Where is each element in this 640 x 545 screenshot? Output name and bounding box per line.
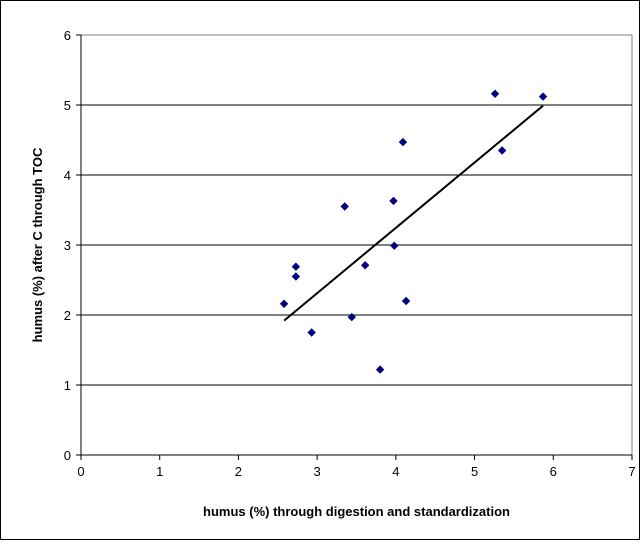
x-tick-label: 3: [314, 464, 321, 479]
data-point: [497, 146, 507, 155]
x-tick-label: 1: [156, 464, 163, 479]
x-tick-label: 6: [550, 464, 557, 479]
y-tick-label: 2: [64, 308, 71, 323]
x-tick-label: 7: [628, 464, 635, 479]
x-axis-label: humus (%) through digestion and standard…: [203, 504, 510, 519]
data-point: [279, 299, 289, 308]
data-point: [307, 328, 316, 337]
trendline: [283, 104, 544, 322]
data-point: [390, 241, 399, 250]
y-axis: 0 1 2 3 4 5 6: [64, 28, 82, 463]
data-point: [389, 196, 398, 206]
data-point: [398, 137, 408, 147]
y-tick-label: 0: [64, 448, 71, 463]
x-tick-label: 4: [392, 464, 399, 479]
data-point: [291, 272, 301, 281]
data-point: [340, 202, 349, 211]
data-point: [490, 89, 500, 98]
data-point: [347, 312, 356, 322]
trendline-group: [283, 104, 544, 322]
y-tick-label: 4: [64, 168, 71, 183]
data-point: [538, 92, 548, 101]
data-points: [279, 89, 548, 374]
y-tick-label: 6: [64, 28, 71, 43]
data-point: [291, 262, 301, 271]
x-tick-label: 5: [471, 464, 478, 479]
x-tick-label: 2: [235, 464, 242, 479]
x-tick-label: 0: [77, 464, 84, 479]
y-axis-label: humus (%) after C through TOC: [30, 147, 45, 342]
data-point: [360, 261, 370, 270]
data-point: [375, 365, 385, 374]
y-tick-label: 5: [64, 98, 71, 113]
y-tick-label: 1: [64, 378, 71, 393]
y-tick-label: 3: [64, 238, 71, 253]
gridlines: [81, 104, 632, 386]
data-point: [401, 296, 411, 306]
x-axis: 0 1 2 3 4 5 6 7: [77, 454, 636, 479]
